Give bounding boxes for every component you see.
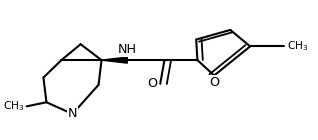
Text: CH$_3$: CH$_3$	[287, 39, 308, 53]
Polygon shape	[101, 57, 127, 63]
Text: NH: NH	[118, 43, 137, 56]
Text: N: N	[68, 107, 77, 120]
Text: CH$_3$: CH$_3$	[3, 99, 24, 113]
Text: O: O	[209, 76, 219, 89]
Text: O: O	[147, 77, 157, 90]
